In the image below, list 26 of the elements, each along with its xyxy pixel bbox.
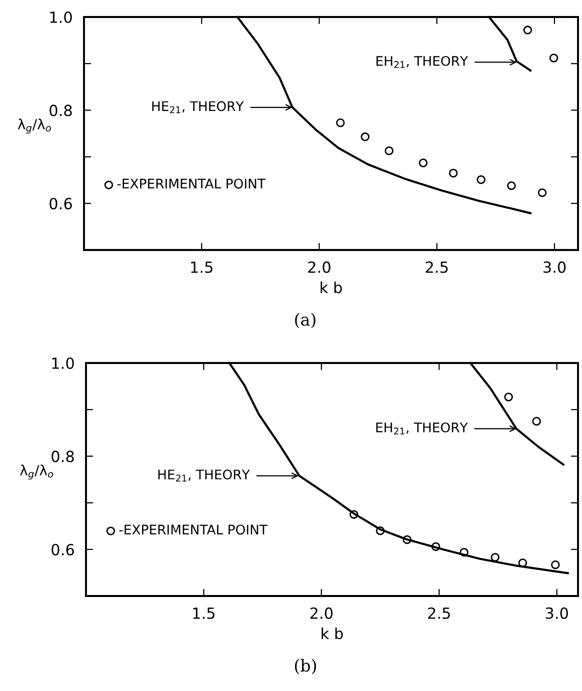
- x-axis-title: k b: [322, 627, 343, 640]
- y-tick-label: 0.6: [52, 544, 74, 556]
- y-axis-title: λ$_{g}$/λ$_{o}$: [20, 464, 54, 480]
- y-tick-label: 0.8: [52, 450, 74, 462]
- legend-label: -EXPERIMENTAL POINT: [117, 178, 266, 189]
- legend-label: -EXPERIMENTAL POINT: [119, 524, 268, 535]
- y-tick-label: 1.0: [50, 11, 72, 24]
- annotation: EH$_{21}$, THEORY: [376, 422, 468, 434]
- x-tick-label: 1.5: [193, 608, 215, 619]
- x-tick-label: 2.0: [310, 607, 333, 619]
- x-tick-label: 3.0: [546, 607, 568, 619]
- y-tick-label: 0.8: [50, 104, 72, 116]
- x-tick-label: 3.0: [543, 261, 566, 273]
- x-tick-label: 2.5: [426, 261, 448, 273]
- y-tick-label: 0.6: [50, 198, 72, 210]
- annotation: EH$_{21}$, THEORY: [376, 56, 468, 68]
- annotation: HE$_{21}$, THEORY: [158, 470, 250, 482]
- x-tick-label: 2.0: [308, 261, 330, 273]
- y-tick-label: 1.0: [52, 357, 74, 370]
- y-axis-title: λ$_{g}$/λ$_{o}$: [18, 118, 51, 134]
- x-tick-label: 1.5: [191, 262, 212, 273]
- text: (b): [294, 658, 316, 674]
- text: (a): [295, 312, 316, 328]
- annotation: HE$_{21}$, THEORY: [152, 101, 244, 114]
- x-tick-label: 2.5: [428, 607, 450, 619]
- x-axis-title: k b: [320, 281, 342, 294]
